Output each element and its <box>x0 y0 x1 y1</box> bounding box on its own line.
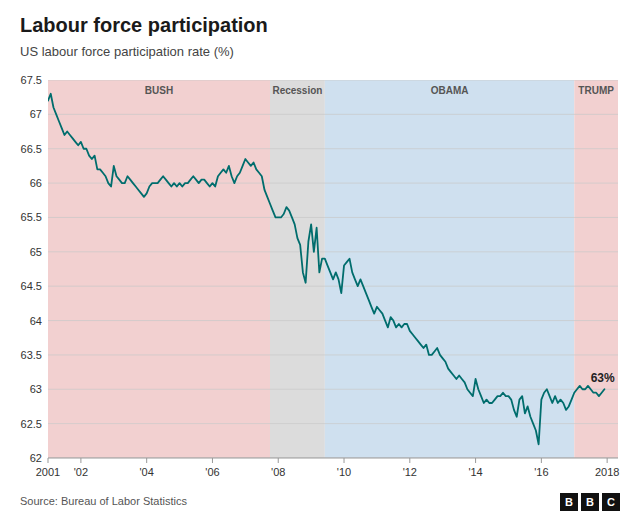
grid-line <box>48 251 618 252</box>
y-tick-label: 63.5 <box>21 349 42 361</box>
logo-box <box>602 493 620 511</box>
region <box>325 80 574 458</box>
x-tick-label: '06 <box>205 466 219 478</box>
x-tick-label: '04 <box>140 466 154 478</box>
plot-area <box>48 80 618 458</box>
x-tick <box>409 458 410 463</box>
chart: Labour force participation US labour forc… <box>0 0 640 520</box>
y-tick-label: 64 <box>30 315 42 327</box>
x-axis <box>48 458 618 459</box>
logo-letter: C <box>607 496 615 508</box>
y-tick-label: 62.5 <box>21 418 42 430</box>
x-tick-label: '08 <box>271 466 285 478</box>
region <box>48 80 270 458</box>
x-tick <box>212 458 213 463</box>
y-tick-label: 64.5 <box>21 280 42 292</box>
logo-box <box>581 493 599 511</box>
region-label: Recession <box>272 85 322 96</box>
logo: BBC <box>560 493 620 511</box>
x-tick <box>541 458 542 463</box>
grid-line <box>48 458 618 459</box>
logo-box <box>560 493 578 511</box>
grid-line <box>48 114 618 115</box>
x-tick-label: 2001 <box>36 466 60 478</box>
region-label: OBAMA <box>431 85 469 96</box>
y-tick-label: 67.5 <box>21 74 42 86</box>
logo-letter: B <box>586 496 594 508</box>
x-tick-label: '12 <box>403 466 417 478</box>
logo-text: BBC <box>565 496 615 508</box>
y-tick-label: 65.5 <box>21 211 42 223</box>
x-tick-label: '02 <box>74 466 88 478</box>
y-tick-label: 66 <box>30 177 42 189</box>
grid-line <box>48 354 618 355</box>
x-tick <box>607 458 608 463</box>
x-tick <box>344 458 345 463</box>
y-tick-label: 65 <box>30 246 42 258</box>
logo-letter: B <box>565 496 573 508</box>
source: Source: Bureau of Labor Statistics <box>20 495 187 507</box>
grid-line <box>48 80 618 81</box>
x-tick <box>146 458 147 463</box>
region <box>270 80 325 458</box>
x-tick <box>80 458 81 463</box>
data-line <box>48 94 604 445</box>
grid-line <box>48 389 618 390</box>
title: Labour force participation <box>20 14 268 36</box>
subtitle: US labour force participation rate (%) <box>20 44 234 59</box>
region <box>574 80 618 458</box>
x-tick-label: '16 <box>534 466 548 478</box>
grid-line <box>48 148 618 149</box>
x-tick <box>278 458 279 463</box>
grid-line <box>48 217 618 218</box>
y-tick-label: 66.5 <box>21 143 42 155</box>
region-label: BUSH <box>145 85 173 96</box>
x-tick-label: '14 <box>468 466 482 478</box>
y-tick-label: 62 <box>30 452 42 464</box>
y-tick-label: 67 <box>30 108 42 120</box>
y-tick-label: 63 <box>30 383 42 395</box>
x-tick-label: 2018 <box>595 466 619 478</box>
annotation: 63% <box>591 371 615 385</box>
region-label: TRUMP <box>578 85 614 96</box>
x-tick <box>48 458 49 463</box>
grid-line <box>48 320 618 321</box>
x-tick-label: '10 <box>337 466 351 478</box>
x-tick <box>475 458 476 463</box>
grid-line <box>48 286 618 287</box>
